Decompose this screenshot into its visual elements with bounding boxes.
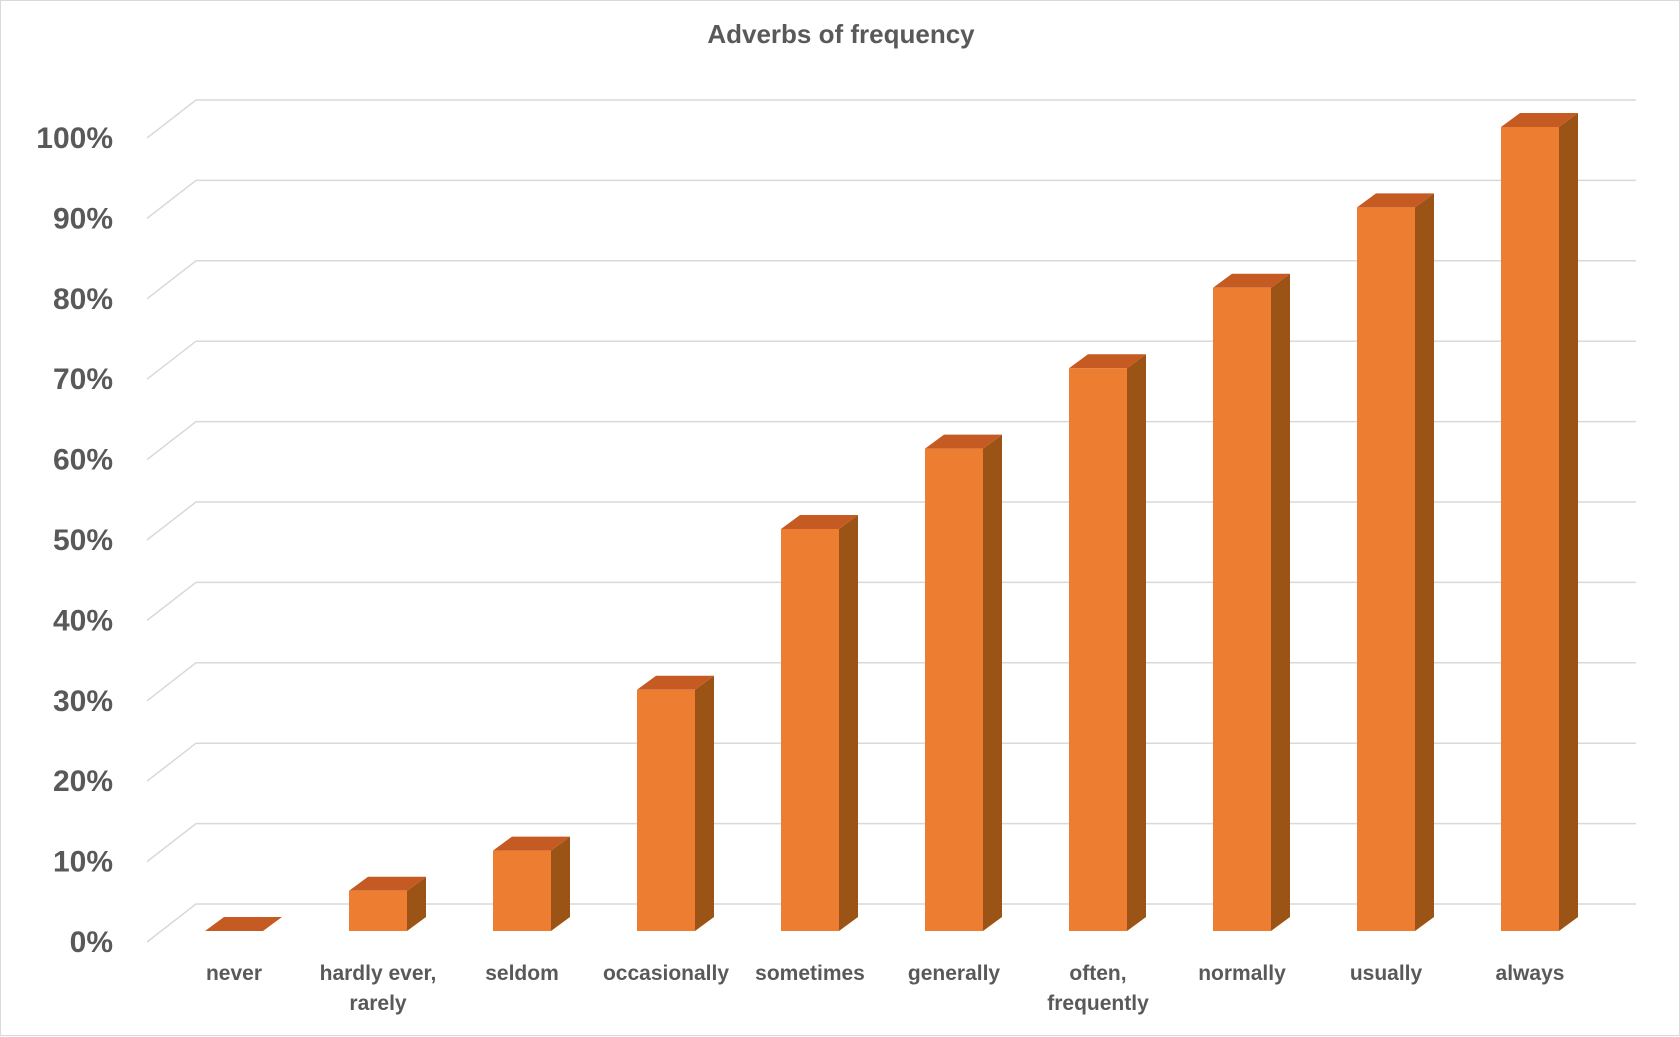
x-tick-label: sometimes (755, 962, 865, 985)
y-tick-label: 50% (53, 524, 113, 557)
bar-top (1501, 113, 1578, 127)
y-tick-label: 90% (53, 202, 113, 235)
bar-top (781, 515, 858, 529)
bar (637, 689, 695, 931)
y-tick-label: 0% (70, 926, 113, 959)
bar-top (925, 434, 1002, 449)
gridline (146, 340, 1636, 380)
bar-side (1127, 354, 1146, 931)
gridline (146, 260, 1636, 300)
gridline (146, 742, 1636, 782)
x-tick-label: normally (1198, 962, 1286, 985)
x-tick-label: never (206, 962, 262, 985)
gridline (146, 903, 1636, 943)
bar-side (407, 876, 426, 931)
y-tick-label: 20% (53, 765, 113, 798)
y-tick-label: 40% (53, 604, 113, 637)
x-tick-label: hardly ever, rarely (320, 962, 437, 1015)
x-tick-label: generally (908, 962, 1001, 985)
bar-top (637, 675, 714, 690)
y-tick-label: 60% (53, 444, 113, 477)
y-tick-label: 100% (36, 122, 113, 155)
bar (349, 890, 407, 931)
x-tick-label: usually (1350, 962, 1423, 985)
bar-top (493, 836, 570, 851)
bar-side (983, 434, 1002, 931)
gridline (146, 179, 1636, 219)
bar-side (839, 515, 858, 931)
bar (1213, 287, 1271, 931)
gridline (146, 501, 1636, 541)
bar-top (1213, 273, 1290, 288)
gridline (146, 420, 1636, 461)
y-tick-label: 80% (53, 283, 113, 316)
bar-side (695, 675, 714, 931)
bar (781, 529, 839, 931)
x-tick-label: always (1496, 962, 1565, 985)
bar (925, 448, 983, 931)
bar-top (1069, 354, 1146, 369)
bar (1501, 127, 1559, 931)
y-tick-label: 10% (53, 846, 113, 879)
x-tick-label: seldom (485, 962, 559, 985)
bar (1069, 368, 1127, 931)
gridline (146, 662, 1636, 702)
y-tick-label: 70% (53, 363, 113, 396)
bar-side (1271, 273, 1290, 931)
bar-top (205, 917, 282, 931)
gridline (146, 581, 1636, 621)
bar (1357, 207, 1415, 931)
gridline (146, 99, 1636, 139)
bar-side (1559, 113, 1578, 931)
bar (493, 850, 551, 931)
bar-side (551, 836, 570, 931)
bar-side (1415, 193, 1434, 931)
y-tick-label: 30% (53, 685, 113, 718)
x-tick-label: often, frequently (1047, 962, 1149, 1015)
gridline (146, 822, 1636, 863)
bar-top (1357, 193, 1434, 208)
x-tick-label: occasionally (603, 962, 729, 985)
chart-title: Adverbs of frequency (707, 19, 975, 49)
bar-top (349, 876, 426, 891)
